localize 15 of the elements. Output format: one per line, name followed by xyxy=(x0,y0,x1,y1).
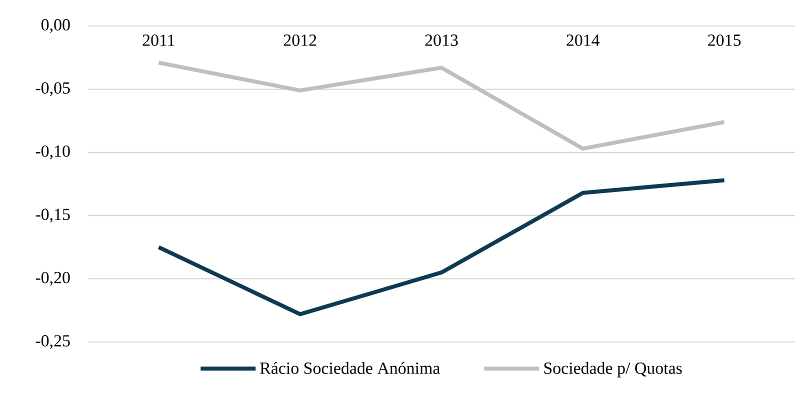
x-tick-label: 2012 xyxy=(284,34,316,46)
x-tick-label: 2013 xyxy=(425,34,458,46)
x-tick-label: 2015 xyxy=(708,34,741,46)
y-tick-label: 0,00 xyxy=(41,19,70,33)
y-tick-label: -0,15 xyxy=(36,208,70,223)
y-tick-label: -0,20 xyxy=(36,272,70,286)
line-series xyxy=(156,60,726,151)
y-tick-label: -0,05 xyxy=(36,82,70,96)
x-tick-label: 2011 xyxy=(142,34,174,46)
x-tick-label: 2014 xyxy=(566,34,600,46)
legend-label: Sociedade p/ Quotas xyxy=(544,362,682,378)
y-tick-label: -0,10 xyxy=(36,145,70,160)
line-series xyxy=(156,178,726,316)
y-tick-label: -0,25 xyxy=(36,335,70,349)
legend-label: Rácio Sociedade Anónima xyxy=(260,362,440,374)
